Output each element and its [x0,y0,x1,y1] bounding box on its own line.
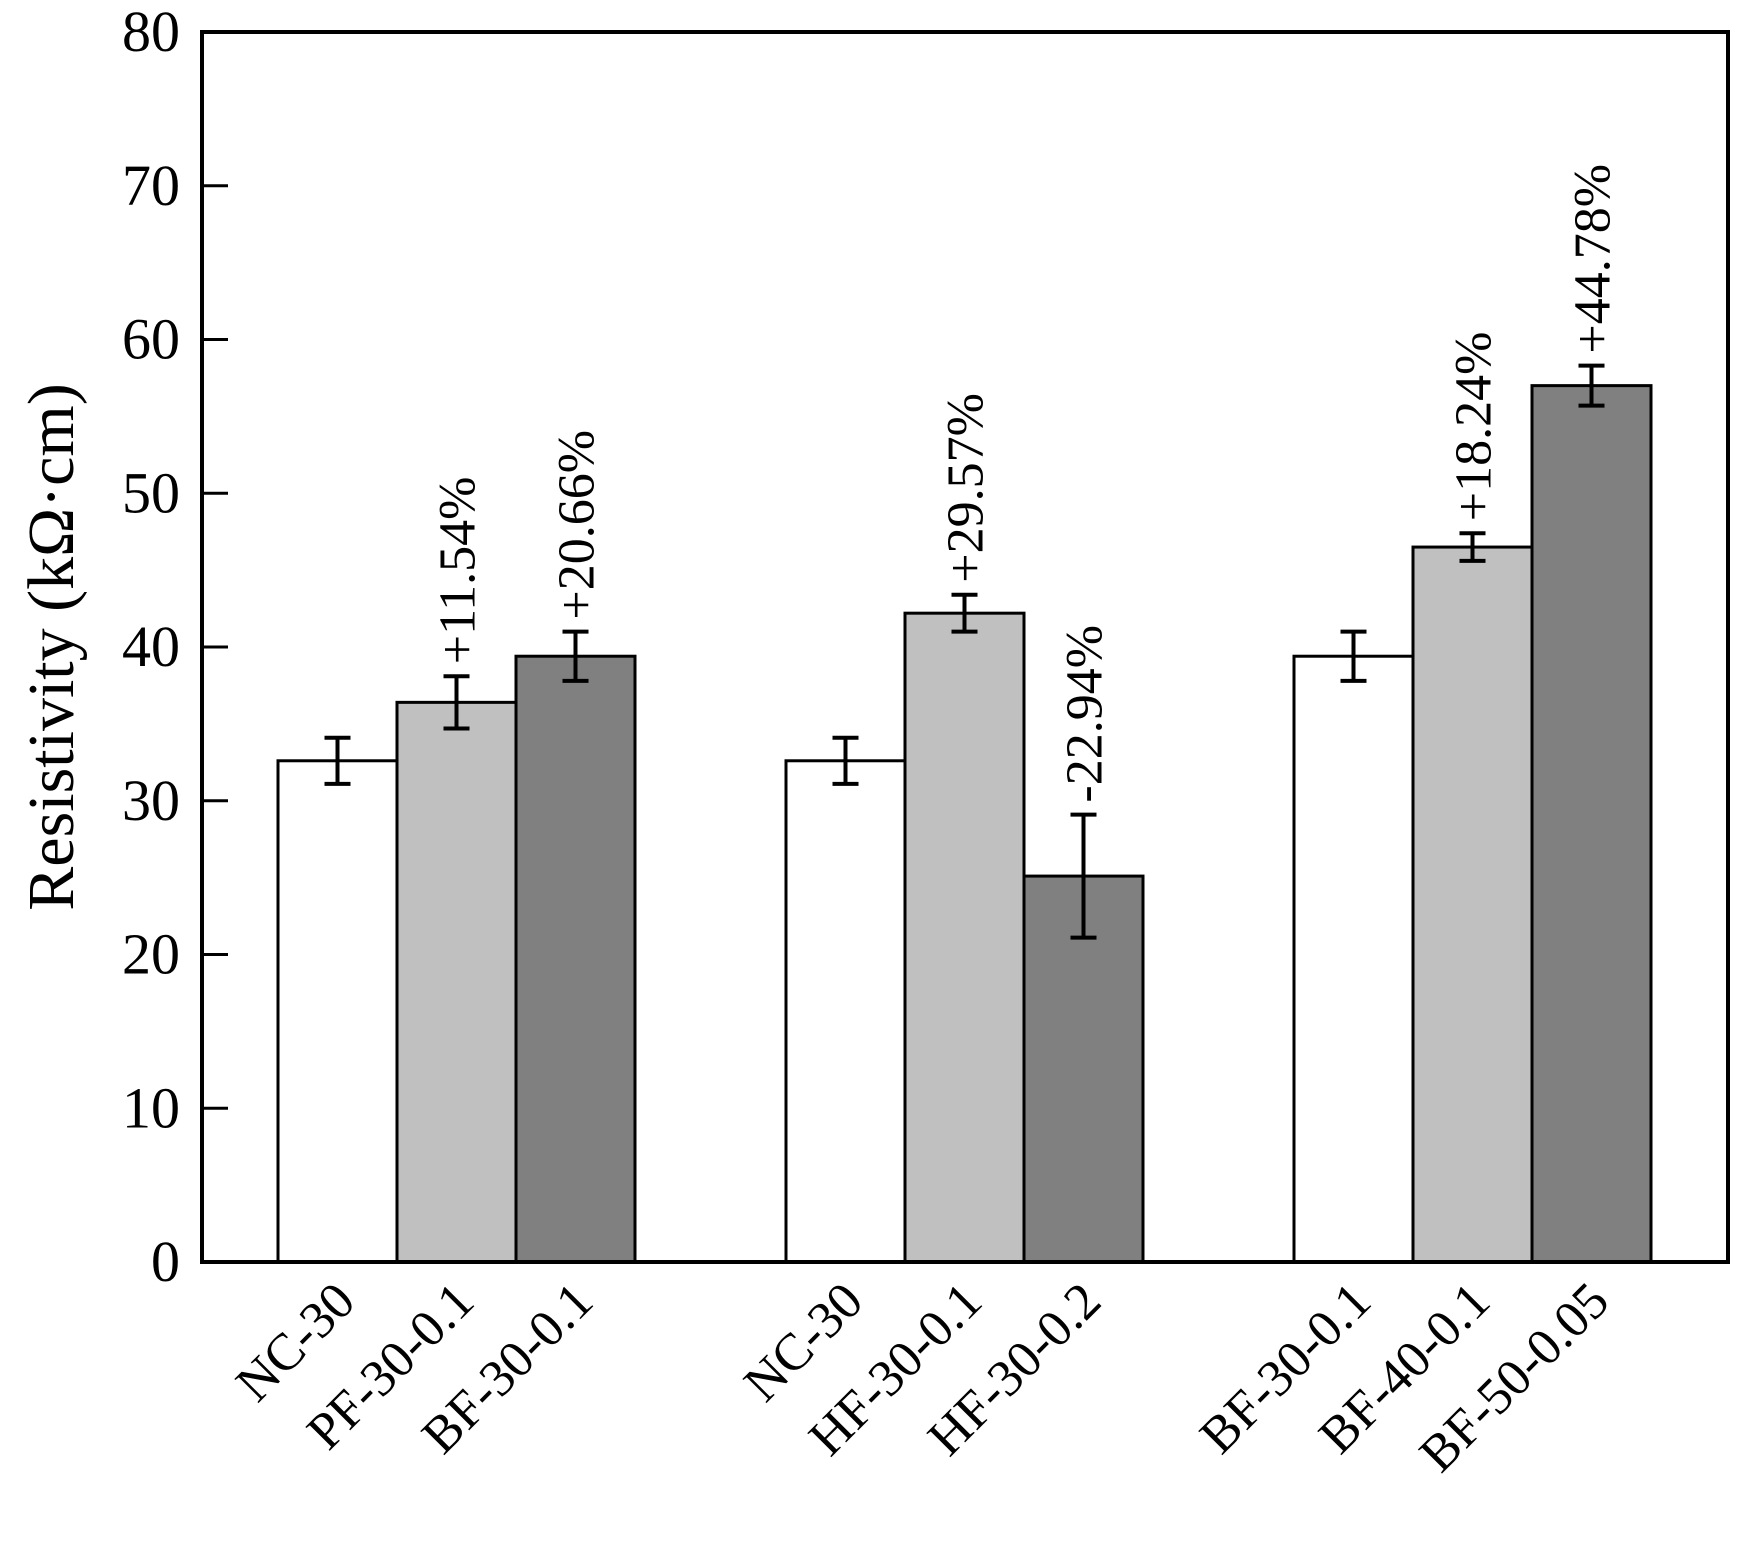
y-axis-title: Resistivity (kΩ·cm) [15,383,88,910]
percent-change-label: +18.24% [1446,332,1503,522]
y-tick-label: 40 [122,614,180,679]
percent-change-label: -22.94% [1057,625,1114,803]
percent-change-label: +11.54% [430,476,487,664]
y-tick-label: 20 [122,922,180,987]
y-tick-label: 30 [122,768,180,833]
bar-nc-30 [276,759,399,1264]
percent-change-label: +29.57% [938,393,995,583]
bar-bf-40-0.1 [1411,545,1534,1264]
y-tick-label: 60 [122,307,180,372]
y-tick-label: 10 [122,1075,180,1140]
bar-hf-30-0.2 [1022,874,1145,1264]
percent-change-label: +44.78% [1565,164,1622,354]
y-tick-label: 70 [122,153,180,218]
bar-bf-30-0.1 [1292,654,1415,1264]
bar-bf-50-0.05 [1530,384,1653,1264]
bar-pf-30-0.1 [395,700,518,1264]
y-tick-label: 0 [151,1229,180,1294]
bar-nc-30 [784,759,907,1264]
bar-hf-30-0.1 [903,611,1026,1264]
plot-frame [200,30,1730,1264]
percent-change-label: +20.66% [549,430,606,620]
y-tick-label: 50 [122,460,180,525]
bar-bf-30-0.1 [514,654,637,1264]
y-tick-label: 80 [122,0,180,64]
